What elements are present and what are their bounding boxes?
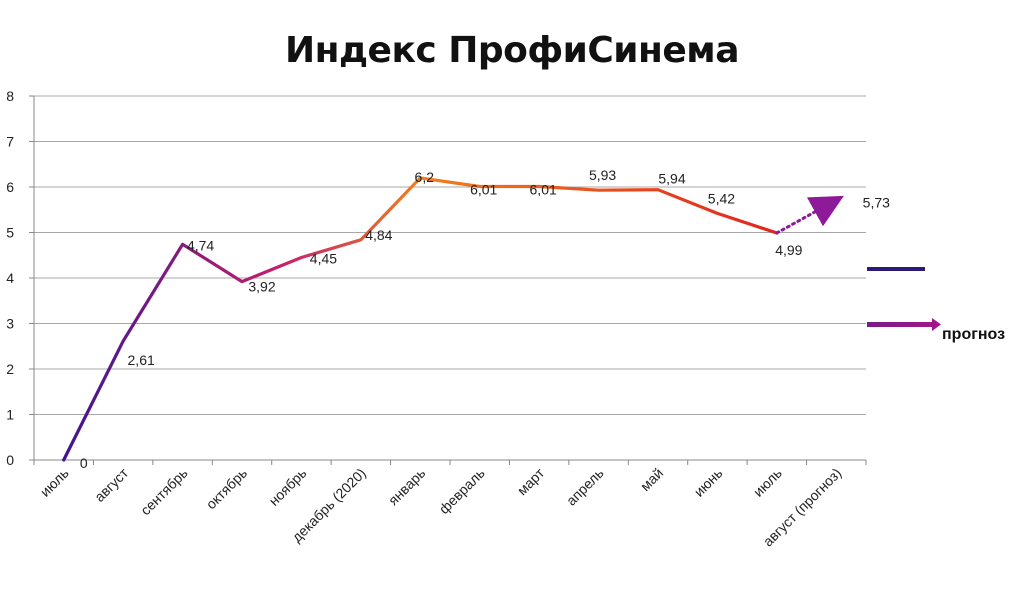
- y-tick-label-3: 3: [6, 316, 14, 332]
- data-label-10: 5,94: [658, 171, 685, 187]
- data-label-8: 6,01: [530, 182, 557, 198]
- legend: [867, 267, 941, 331]
- data-labels: 0 2,61 4,74 3,92 4,45 4,84 6,2 6,01 6,01 5,93 5,94…: [80, 167, 890, 471]
- data-label-0: 0: [80, 455, 88, 471]
- legend-arrow-forecast: [932, 318, 941, 331]
- x-tick-label-3: октябрь: [203, 465, 250, 512]
- series-group: [62, 176, 844, 462]
- series-line-main: [62, 176, 779, 462]
- gridlines: [34, 95, 866, 415]
- x-tick-label-6: январь: [385, 465, 428, 508]
- y-tick-label-4: 4: [6, 270, 14, 286]
- data-label-5: 4,84: [365, 227, 392, 243]
- y-tick-label-2: 2: [6, 361, 14, 377]
- x-tick-label-4: ноябрь: [266, 465, 310, 509]
- data-label-12: 4,99: [775, 242, 802, 258]
- x-tick-label-1: август: [91, 464, 131, 504]
- data-label-2: 4,74: [187, 237, 214, 253]
- legend-swatch-main: [867, 267, 925, 271]
- chart-title: Индекс ПрофиСинема: [284, 30, 740, 71]
- data-label-7: 6,01: [470, 182, 497, 198]
- x-tick-label-10: май: [637, 465, 666, 494]
- y-tick-label-1: 1: [6, 407, 14, 423]
- y-tick-label-5: 5: [6, 225, 14, 241]
- x-tick-label-8: март: [514, 464, 548, 498]
- y-tick-label-7: 7: [6, 134, 14, 150]
- series-line-forecast: [775, 195, 844, 235]
- x-tick-label-9: апрель: [563, 465, 607, 509]
- y-tick-label-8: 8: [6, 88, 14, 104]
- data-label-1: 2,61: [128, 352, 155, 368]
- data-label-3: 3,92: [248, 279, 275, 295]
- data-label-6: 6,2: [415, 169, 435, 185]
- y-axis-ticks: 0 1 2 3 4 5 6 7 8: [6, 88, 34, 468]
- y-tick-label-0: 0: [6, 452, 14, 468]
- data-label-11: 5,42: [708, 190, 735, 206]
- x-tick-label-12: июль: [750, 465, 785, 500]
- x-tick-label-11: июнь: [691, 465, 726, 500]
- data-label-9: 5,93: [589, 167, 616, 183]
- data-label-forecast-13: 5,73: [863, 194, 890, 210]
- y-tick-label-6: 6: [6, 179, 14, 195]
- x-tick-label-0: июль: [37, 465, 72, 500]
- x-tick-label-7: февраль: [436, 465, 488, 517]
- x-tick-label-2: сентябрь: [137, 465, 190, 518]
- data-label-4: 4,45: [310, 251, 337, 267]
- legend-label-forecast: прогноз: [942, 326, 1006, 343]
- legend-swatch-forecast: [867, 322, 933, 327]
